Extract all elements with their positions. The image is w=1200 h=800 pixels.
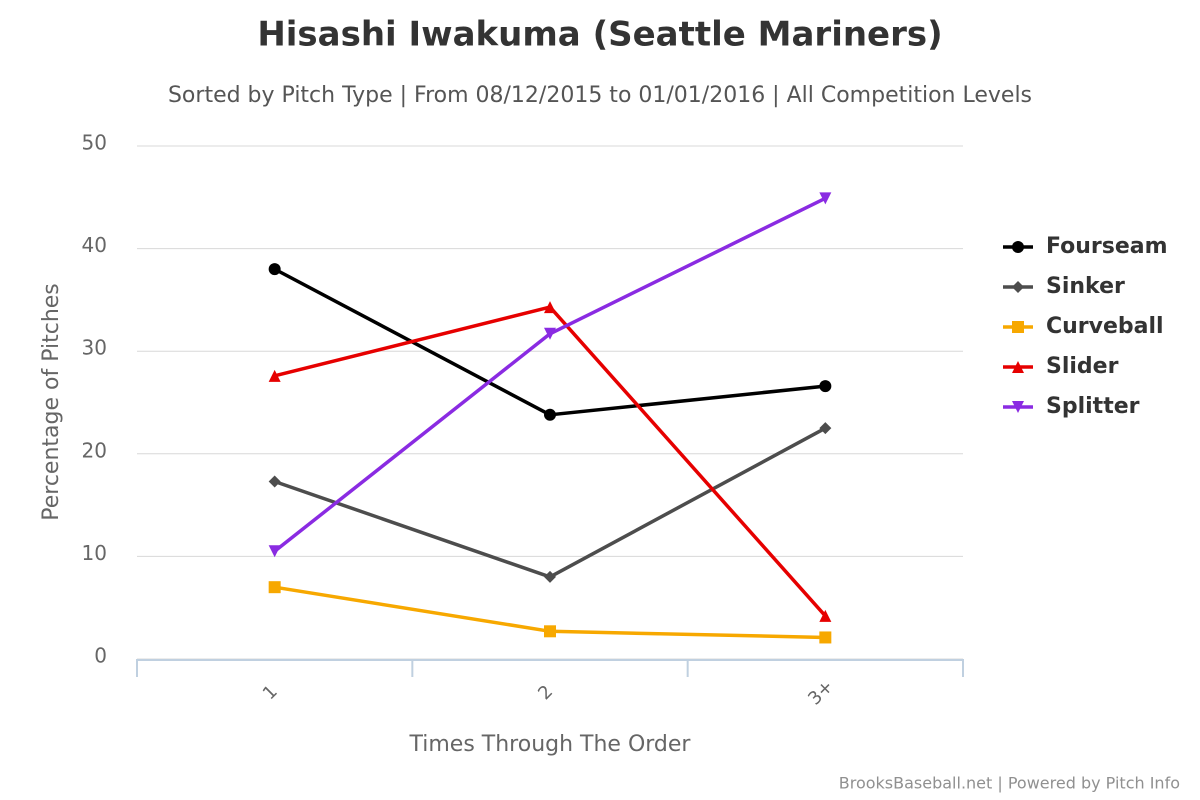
series-line (274, 305, 827, 618)
series-line (274, 426, 827, 579)
credits: BrooksBaseball.net | Powered by Pitch In… (839, 774, 1180, 793)
marker (819, 609, 832, 622)
marker (819, 192, 832, 205)
series-line (273, 196, 827, 553)
marker (819, 380, 832, 393)
marker (544, 301, 556, 314)
y-tick-label: 50 (82, 131, 107, 155)
legend-symbol (1012, 281, 1024, 293)
legend-symbol (1012, 401, 1024, 413)
legend-symbol (1012, 321, 1024, 333)
y-tick-label: 0 (94, 644, 107, 668)
y-tick-label: 40 (82, 233, 107, 257)
marker (544, 625, 556, 638)
x-axis-label: Times Through The Order (409, 732, 692, 757)
y-tick-label: 20 (82, 438, 107, 462)
marker (544, 327, 556, 340)
x-tick-label: 1 (259, 681, 282, 704)
legend-label: Slider (1046, 354, 1119, 379)
y-axis-label: Percentage of Pitches (39, 283, 64, 521)
x-tick-label: 2 (534, 681, 557, 704)
marker (819, 631, 832, 644)
marker (819, 422, 832, 435)
legend-symbol (1012, 241, 1024, 253)
marker (268, 369, 281, 382)
series-line (273, 267, 826, 417)
x-tick-label: 3+ (804, 676, 838, 710)
marker (268, 581, 281, 594)
marker (268, 263, 281, 276)
legend-label: Fourseam (1046, 234, 1168, 259)
y-tick-label: 10 (82, 541, 107, 565)
marker (544, 570, 556, 583)
legend-label: Sinker (1046, 274, 1125, 299)
legend-symbol (1012, 361, 1024, 373)
marker (268, 545, 281, 558)
y-tick-label: 30 (82, 336, 107, 360)
legend-label: Curveball (1046, 314, 1164, 339)
marker (544, 408, 556, 421)
marker (268, 475, 281, 488)
chart-subtitle: Sorted by Pitch Type | From 08/12/2015 t… (168, 83, 1032, 108)
legend-label: Splitter (1046, 394, 1140, 419)
chart-title: Hisashi Iwakuma (Seattle Mariners) (257, 15, 942, 55)
